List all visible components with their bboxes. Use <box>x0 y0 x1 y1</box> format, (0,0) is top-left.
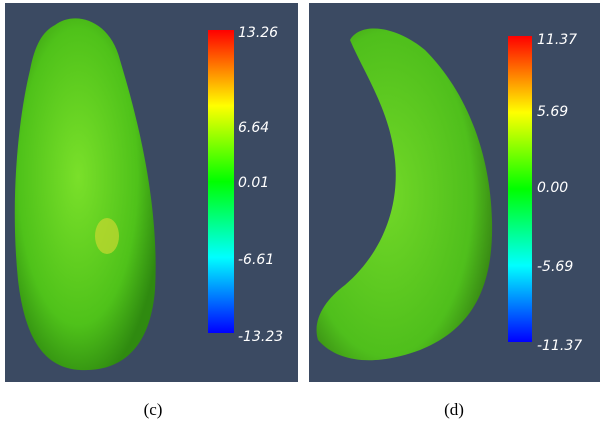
colorbar-label: 6.64 <box>238 120 269 136</box>
colorbar <box>208 30 234 333</box>
colorbar-label: 5.69 <box>537 104 568 120</box>
colorbar-label: 11.37 <box>537 32 577 48</box>
colorbar-label: -5.69 <box>537 259 573 275</box>
colorbar <box>508 36 532 342</box>
colorbar-label: -11.37 <box>537 338 582 354</box>
surface-render <box>316 28 493 361</box>
surface-render <box>14 18 156 371</box>
caption: (c) <box>144 400 163 419</box>
colorbar-label: 0.00 <box>537 180 568 196</box>
panel-d: 11.37 5.69 0.00 -5.69 -11.37 <box>309 3 600 382</box>
caption: (d) <box>444 400 464 419</box>
colorbar-label: 13.26 <box>238 25 278 41</box>
panel-c: 13.26 6.64 0.01 -6.61 -13.23 <box>5 3 298 382</box>
colorbar-label: -13.23 <box>238 329 283 345</box>
highlight <box>95 218 119 254</box>
colorbar-label: 0.01 <box>238 175 269 191</box>
colorbar-label: -6.61 <box>238 252 274 268</box>
